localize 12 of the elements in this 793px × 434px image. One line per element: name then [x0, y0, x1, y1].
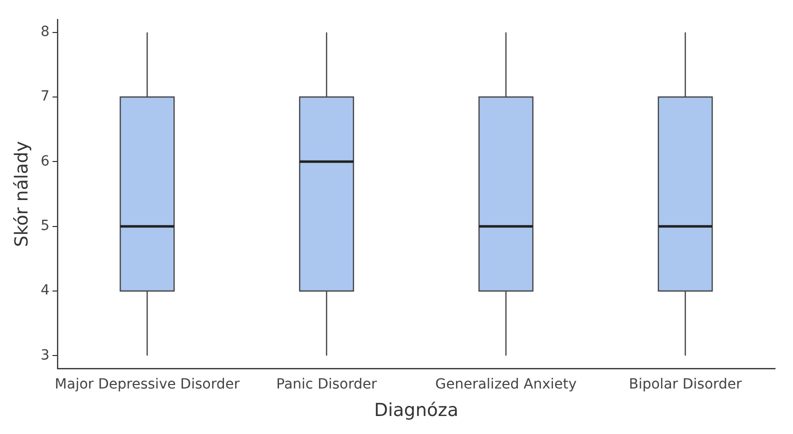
x-axis-title: Diagnóza: [374, 400, 458, 421]
x-tick-label: Panic Disorder: [276, 376, 378, 393]
y-tick-label: 4: [40, 282, 50, 299]
y-tick-label: 6: [40, 153, 50, 170]
y-tick-label: 7: [40, 88, 50, 105]
y-tick-label: 3: [40, 347, 50, 364]
x-tick-label: Generalized Anxiety: [435, 376, 577, 393]
y-tick-label: 5: [40, 218, 50, 234]
y-axis-title: Skór nálady: [11, 140, 32, 247]
y-tick-label: 8: [40, 24, 50, 40]
x-tick-label: Major Depressive Disorder: [54, 376, 240, 393]
x-tick-label: Bipolar Disorder: [628, 376, 742, 393]
